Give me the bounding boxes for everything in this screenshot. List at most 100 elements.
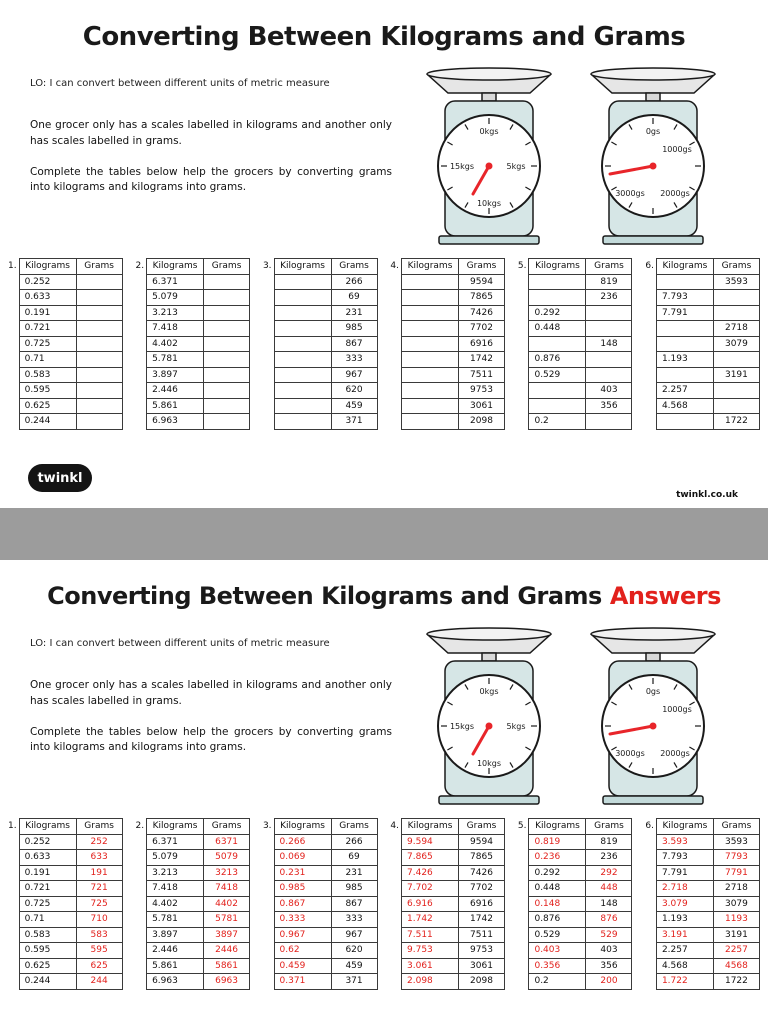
table-row: 5.781 5781 xyxy=(146,911,251,928)
kilograms-cell: 0.356 xyxy=(528,957,587,974)
grams-cell xyxy=(203,273,251,290)
table-row: 266 xyxy=(273,273,378,290)
grams-cell xyxy=(712,351,760,368)
grams-cell: 7791 xyxy=(712,864,760,881)
kilograms-cell xyxy=(273,382,332,399)
conversion-table-unit: 6. Kilograms Grams 3593 7.793 7.791 2718 3079 1.… xyxy=(645,258,760,430)
grams-cell xyxy=(75,273,123,290)
dial-label-zero-g: 0gs xyxy=(646,127,660,136)
table-row: 7.511 7511 xyxy=(401,926,505,943)
table-row: 7.791 xyxy=(655,304,760,321)
kilograms-cell: 0.191 xyxy=(18,864,77,881)
table-number: 2. xyxy=(135,821,145,831)
grams-cell: 69 xyxy=(330,289,378,306)
table-row: 4.568 4568 xyxy=(655,957,760,974)
table-row: 6.371 xyxy=(146,273,251,290)
grams-cell: 4402 xyxy=(203,895,251,912)
table-row: 7.793 7793 xyxy=(655,849,760,866)
grams-cell xyxy=(203,397,251,414)
kilograms-header: Kilograms xyxy=(401,818,459,835)
grams-cell: 985 xyxy=(330,880,378,897)
grams-cell: 620 xyxy=(330,382,378,399)
table-row: 356 xyxy=(528,397,633,414)
conversion-table-unit: 1. Kilograms Grams 0.252 252 0.633 633 0.191 191… xyxy=(8,818,123,990)
table-number: 4. xyxy=(390,821,399,831)
scales-illustration: 0kgs 5kgs 10kgs 15kgs 0gs 1000gs xyxy=(414,62,728,246)
grams-cell: 7702 xyxy=(458,320,505,337)
table-number: 3. xyxy=(262,821,272,831)
grams-cell: 2098 xyxy=(458,413,505,430)
grams-weighing-scale: 0gs 1000gs 2000gs 3000gs xyxy=(590,67,716,245)
table-row: 2.718 2718 xyxy=(655,880,760,897)
kilograms-cell: 4.402 xyxy=(146,895,205,912)
grams-cell: 459 xyxy=(330,957,378,974)
kilograms-cell: 4.402 xyxy=(146,335,205,352)
dial-label-2000-g: 2000gs xyxy=(660,189,690,198)
twinkl-logo: twinkl xyxy=(28,464,92,492)
kilograms-cell xyxy=(401,397,459,414)
dial-label-ten-kg: 10kgs xyxy=(477,759,501,768)
grams-cell: 3593 xyxy=(712,833,760,850)
kilograms-cell: 0.721 xyxy=(18,320,77,337)
kilograms-cell xyxy=(401,351,459,368)
grams-cell xyxy=(75,397,123,414)
kilograms-cell: 0.236 xyxy=(528,849,587,866)
grams-cell xyxy=(585,304,633,321)
kilograms-cell: 7.793 xyxy=(655,289,714,306)
kilograms-cell xyxy=(655,320,714,337)
dial-ticks xyxy=(441,678,537,774)
table-row: 231 xyxy=(273,304,378,321)
table-row: 867 xyxy=(273,335,378,352)
grams-cell: 231 xyxy=(330,304,378,321)
grams-cell: 236 xyxy=(585,849,633,866)
scale-neck xyxy=(645,652,661,662)
grams-cell xyxy=(585,366,633,383)
dial-label-five-kg: 5kgs xyxy=(507,722,526,731)
table-row: 0.583 583 xyxy=(18,926,123,943)
dial-label-five-kg: 5kgs xyxy=(507,162,526,171)
kilograms-cell: 3.079 xyxy=(655,895,714,912)
grams-cell: 967 xyxy=(330,366,378,383)
table-row: 333 xyxy=(273,351,378,368)
table-row: 1.742 1742 xyxy=(401,911,505,928)
grams-cell xyxy=(75,413,123,430)
kilograms-cell: 6.916 xyxy=(401,895,459,912)
kilograms-cell: 0.633 xyxy=(18,849,77,866)
kilograms-cell: 0.529 xyxy=(528,366,587,383)
grams-cell: 356 xyxy=(585,397,633,414)
grams-cell: 266 xyxy=(330,833,378,850)
kilograms-cell: 7.511 xyxy=(401,926,459,943)
table-row: 7.791 7791 xyxy=(655,864,760,881)
kilograms-header: Kilograms xyxy=(146,258,205,275)
table-row: 0.633 633 xyxy=(18,849,123,866)
kilograms-cell xyxy=(528,382,587,399)
table-row: 0.62 620 xyxy=(273,942,378,959)
table-row: 3079 xyxy=(655,335,760,352)
table-row: 3.593 3593 xyxy=(655,833,760,850)
grams-cell: 633 xyxy=(75,849,123,866)
table-row: 459 xyxy=(273,397,378,414)
grams-cell: 7511 xyxy=(458,366,505,383)
table-row: 3191 xyxy=(655,366,760,383)
kilograms-header: Kilograms xyxy=(18,818,77,835)
grams-cell: 3213 xyxy=(203,864,251,881)
kilograms-cell xyxy=(401,320,459,337)
kilograms-cell: 2.257 xyxy=(655,382,714,399)
grams-cell: 3079 xyxy=(712,895,760,912)
grams-cell: 1742 xyxy=(458,911,505,928)
grams-cell: 7426 xyxy=(458,864,505,881)
grams-cell: 236 xyxy=(585,289,633,306)
table-row: 0.356 356 xyxy=(528,957,633,974)
table-row: 4.568 xyxy=(655,397,760,414)
grams-cell: 7426 xyxy=(458,304,505,321)
kilograms-cell: 0.721 xyxy=(18,880,77,897)
grams-cell xyxy=(75,382,123,399)
kilograms-cell: 0.876 xyxy=(528,351,587,368)
table-row: 0.148 148 xyxy=(528,895,633,912)
scale-base xyxy=(602,235,704,245)
grams-cell: 448 xyxy=(585,880,633,897)
grams-cell: 266 xyxy=(330,273,378,290)
grams-header: Grams xyxy=(458,258,505,275)
kilograms-cell: 0.448 xyxy=(528,320,587,337)
table-row: 5.781 xyxy=(146,351,251,368)
